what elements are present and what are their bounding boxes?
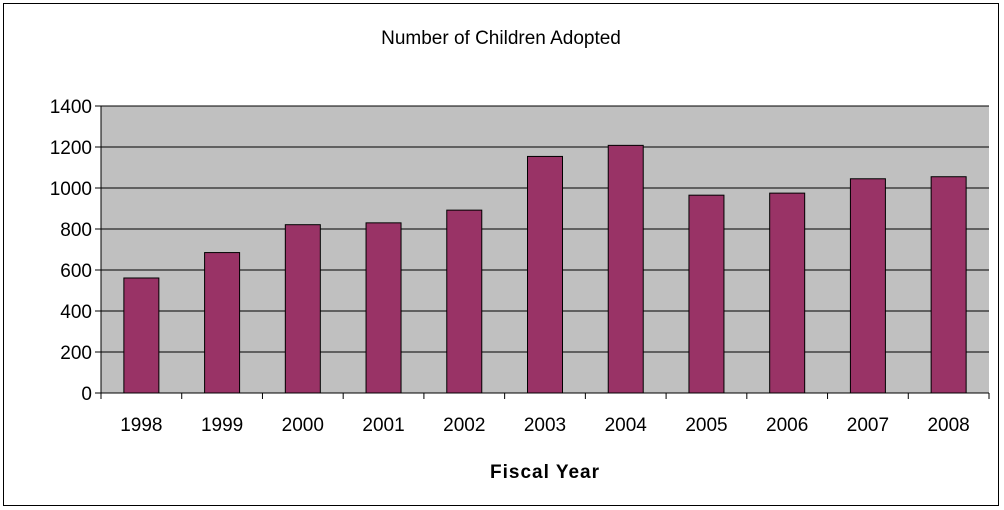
x-tick-label: 2007 — [847, 415, 889, 436]
bar — [769, 192, 806, 394]
bar — [365, 222, 402, 394]
y-tick-labels: 0 200 400 600 800 1000 1200 1400 — [50, 97, 92, 405]
x-tick-label: 2008 — [927, 415, 969, 436]
bar — [527, 155, 563, 394]
bar — [446, 209, 483, 394]
bar — [607, 144, 644, 394]
x-tick-label: 2004 — [605, 415, 648, 436]
x-tick-label: 2003 — [524, 415, 566, 436]
y-tick-label: 200 — [60, 343, 92, 364]
bars — [123, 144, 967, 394]
bar — [849, 178, 886, 394]
x-axis-label: Fiscal Year — [490, 462, 600, 483]
x-tick-labels: 1998 1999 2000 2001 2002 2003 2004 2005 2006 2007… — [120, 415, 970, 436]
bar — [204, 252, 241, 394]
y-tick-label: 1200 — [50, 138, 92, 159]
bar — [930, 176, 967, 394]
y-tick-label: 0 — [81, 384, 92, 405]
axes — [95, 105, 990, 399]
x-tick-label: 2005 — [685, 415, 727, 436]
y-tick-label: 1000 — [50, 179, 92, 200]
y-tick-label: 600 — [60, 261, 92, 282]
chart-title: Number of Children Adopted — [381, 28, 621, 49]
x-tick-label: 2006 — [766, 415, 808, 436]
y-tick-label: 400 — [60, 302, 92, 323]
bar — [123, 277, 160, 394]
x-tick-label: 2000 — [282, 415, 324, 436]
x-tick-label: 2002 — [443, 415, 485, 436]
bar — [284, 224, 321, 394]
x-tick-label: 1999 — [201, 415, 243, 436]
y-tick-label: 1400 — [50, 97, 92, 118]
bar — [688, 194, 725, 394]
x-tick-label: 1998 — [120, 415, 162, 436]
y-tick-label: 800 — [60, 220, 92, 241]
x-tick-label: 2001 — [362, 415, 404, 436]
